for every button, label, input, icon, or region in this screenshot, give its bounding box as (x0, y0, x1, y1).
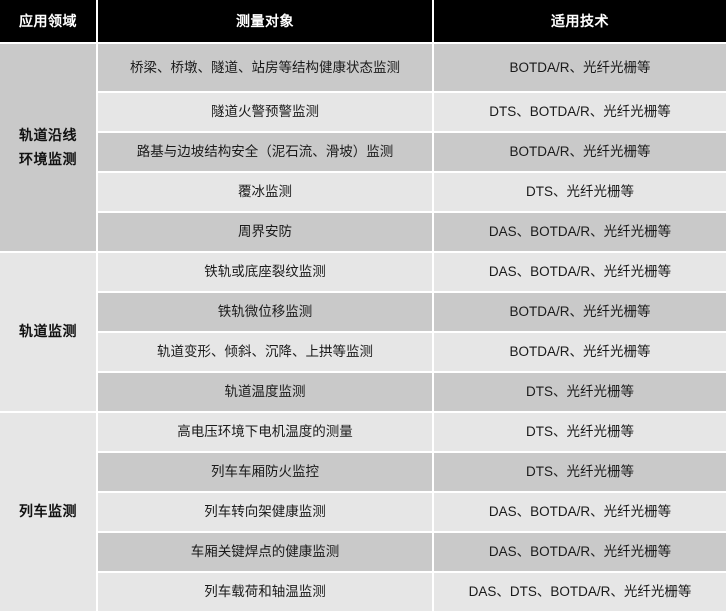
measurement-object-cell: 车厢关键焊点的健康监测 (98, 531, 434, 571)
group-label-cell: 轨道监测 (0, 251, 98, 411)
table-row: 周界安防 DAS、BOTDA/R、光纤光栅等 (0, 211, 726, 251)
measurement-object-cell: 列车载荷和轴温监测 (98, 571, 434, 611)
measurement-object-cell: 覆冰监测 (98, 171, 434, 211)
table-row: 车厢关键焊点的健康监测 DAS、BOTDA/R、光纤光栅等 (0, 531, 726, 571)
table-row: 路基与边坡结构安全（泥石流、滑坡）监测 BOTDA/R、光纤光栅等 (0, 131, 726, 171)
measurement-object-cell: 隧道火警预警监测 (98, 91, 434, 131)
applicable-technology-cell: DTS、光纤光栅等 (434, 411, 726, 451)
measurement-object-cell: 列车车厢防火监控 (98, 451, 434, 491)
table-row: 列车载荷和轴温监测 DAS、DTS、BOTDA/R、光纤光栅等 (0, 571, 726, 611)
table-row: 列车转向架健康监测 DAS、BOTDA/R、光纤光栅等 (0, 491, 726, 531)
applicable-technology-cell: BOTDA/R、光纤光栅等 (434, 331, 726, 371)
applicable-technology-cell: DAS、BOTDA/R、光纤光栅等 (434, 211, 726, 251)
table-row: 列车车厢防火监控 DTS、光纤光栅等 (0, 451, 726, 491)
table-row: 轨道沿线 环境监测 桥梁、桥墩、隧道、站房等结构健康状态监测 BOTDA/R、光纤光栅… (0, 42, 726, 251)
applicable-technology-cell: DTS、光纤光栅等 (434, 171, 726, 211)
group-label-line: 环境监测 (19, 150, 77, 167)
group-label-cell: 列车监测 (0, 411, 98, 611)
table-row: 铁轨微位移监测 BOTDA/R、光纤光栅等 (0, 291, 726, 331)
measurement-object-cell: 铁轨或底座裂纹监测 (98, 251, 434, 291)
measurement-object-cell: 周界安防 (98, 211, 434, 251)
table-row: 隧道火警预警监测 DTS、BOTDA/R、光纤光栅等 (0, 91, 726, 131)
applicable-technology-cell: DAS、BOTDA/R、光纤光栅等 (434, 531, 726, 571)
table-row: 轨道温度监测 DTS、光纤光栅等 (0, 371, 726, 411)
measurement-object-cell: 铁轨微位移监测 (98, 291, 434, 331)
group-label-cell: 轨道沿线 环境监测 (0, 42, 98, 251)
header-cell-measurement-object: 测量对象 (98, 0, 434, 42)
header-row: 应用领域 测量对象 适用技术 (0, 0, 726, 42)
applicable-technology-cell: DAS、BOTDA/R、光纤光栅等 (434, 251, 726, 291)
group-label-line: 列车监测 (19, 503, 77, 520)
applicable-technology-cell: DTS、BOTDA/R、光纤光栅等 (434, 91, 726, 131)
header-cell-application-domain: 应用领域 (0, 0, 98, 42)
applicable-technology-cell: BOTDA/R、光纤光栅等 (434, 131, 726, 171)
group-label-line: 轨道监测 (19, 323, 77, 340)
measurement-object-cell: 路基与边坡结构安全（泥石流、滑坡）监测 (98, 131, 434, 171)
measurement-object-cell: 轨道温度监测 (98, 371, 434, 411)
measurement-object-cell: 列车转向架健康监测 (98, 491, 434, 531)
measurement-object-cell: 高电压环境下电机温度的测量 (98, 411, 434, 451)
applicable-technology-cell: DTS、光纤光栅等 (434, 371, 726, 411)
applicable-technology-cell: DTS、光纤光栅等 (434, 451, 726, 491)
applicable-technology-cell: BOTDA/R、光纤光栅等 (434, 42, 726, 91)
table-row: 列车监测 高电压环境下电机温度的测量 DTS、光纤光栅等 (0, 411, 726, 611)
table-row: 轨道监测 铁轨或底座裂纹监测 DAS、BOTDA/R、光纤光栅等 (0, 251, 726, 411)
table-row: 轨道变形、倾斜、沉降、上拱等监测 BOTDA/R、光纤光栅等 (0, 331, 726, 371)
header-cell-applicable-technology: 适用技术 (434, 0, 726, 42)
table-header: 应用领域 测量对象 适用技术 (0, 0, 726, 42)
applicable-technology-cell: DAS、BOTDA/R、光纤光栅等 (434, 491, 726, 531)
applicable-technology-cell: DAS、DTS、BOTDA/R、光纤光栅等 (434, 571, 726, 611)
measurement-object-cell: 桥梁、桥墩、隧道、站房等结构健康状态监测 (98, 42, 434, 91)
table-row: 覆冰监测 DTS、光纤光栅等 (0, 171, 726, 211)
applicable-technology-cell: BOTDA/R、光纤光栅等 (434, 291, 726, 331)
table-body: 轨道沿线 环境监测 桥梁、桥墩、隧道、站房等结构健康状态监测 BOTDA/R、光纤光栅… (0, 42, 726, 611)
measurement-object-cell: 轨道变形、倾斜、沉降、上拱等监测 (98, 331, 434, 371)
group-label-line: 轨道沿线 (19, 126, 77, 143)
